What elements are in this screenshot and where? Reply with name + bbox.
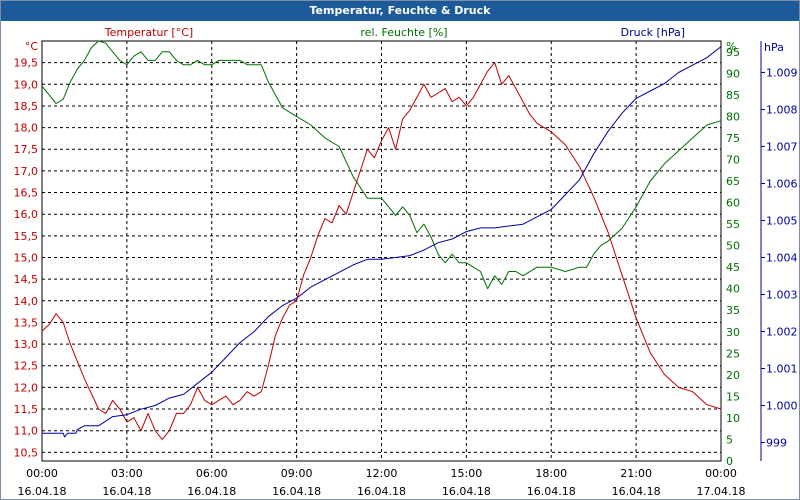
pressure-tick-label: 1.008: [766, 103, 798, 116]
humidity-series-line: [41, 40, 722, 290]
temperature-tick-label: 12,0: [14, 381, 39, 394]
humidity-tick-label: 40: [726, 283, 740, 296]
humidity-tick-label: 35: [726, 304, 740, 317]
x-tick-time: 03:00: [111, 467, 143, 480]
temperature-tick-label: 14,0: [14, 295, 39, 308]
temperature-tick-label: 15,0: [14, 251, 39, 264]
pressure-tick-label: 1.006: [766, 177, 798, 190]
humidity-tick-label: 85: [726, 89, 740, 102]
temperature-series-line: [41, 62, 722, 440]
temperature-tick-label: 17,0: [14, 165, 39, 178]
temperature-legend-label: Temperatur [°C]: [104, 26, 193, 39]
x-tick-time: 15:00: [451, 467, 483, 480]
pressure-tick-label: 1.001: [766, 362, 798, 375]
temperature-unit: °C: [25, 40, 39, 53]
temperature-tick-label: 10,5: [14, 446, 39, 459]
temperature-tick-label: 13,5: [14, 316, 39, 329]
pressure-unit: hPa: [764, 41, 784, 54]
humidity-tick-label: 95: [726, 46, 740, 59]
temperature-tick-label: 14,5: [14, 273, 39, 286]
temperature-tick-label: 19,0: [14, 78, 39, 91]
humidity-tick-label: 20: [726, 369, 740, 382]
temperature-tick-label: 17,5: [14, 143, 39, 156]
humidity-tick-label: 50: [726, 240, 740, 253]
x-tick-date: 16.04.18: [272, 485, 321, 498]
x-tick-time: 06:00: [196, 467, 228, 480]
temperature-tick-label: 16,0: [14, 208, 39, 221]
pressure-tick-label: 1.000: [766, 399, 798, 412]
x-tick-time: 21:00: [620, 467, 652, 480]
x-tick-time: 00:00: [26, 467, 58, 480]
chart-svg: 00:00 16.04.18 03:00 16.04.18 06:00 16.04.18 0…: [14, 26, 798, 498]
temperature-tick-label: 11,5: [14, 403, 39, 416]
temperature-tick-label: 12,5: [14, 360, 39, 373]
humidity-tick-label: 55: [726, 218, 740, 231]
x-tick-date: 17.04.18: [697, 485, 746, 498]
x-tick-time: 18:00: [535, 467, 567, 480]
temperature-tick-label: 18,0: [14, 122, 39, 135]
window-title: Temperatur, Feuchte & Druck: [1, 1, 799, 21]
humidity-tick-label: 65: [726, 175, 740, 188]
pressure-tick-label: 999: [766, 436, 787, 449]
pressure-tick-label: 1.005: [766, 214, 798, 227]
humidity-tick-label: 45: [726, 261, 740, 274]
x-tick-date: 16.04.18: [187, 485, 236, 498]
humidity-tick-label: 80: [726, 110, 740, 123]
temperature-tick-label: 16,5: [14, 187, 39, 200]
pressure-tick-label: 1.007: [766, 140, 798, 153]
x-tick-date: 16.04.18: [527, 485, 576, 498]
x-tick-time: 00:00: [705, 467, 737, 480]
x-tick-date: 16.04.18: [18, 485, 67, 498]
x-tick-date: 16.04.18: [102, 485, 151, 498]
temperature-tick-label: 11,0: [14, 425, 39, 438]
temperature-tick-label: 18,5: [14, 100, 39, 113]
x-tick-date: 16.04.18: [357, 485, 406, 498]
x-tick-time: 09:00: [281, 467, 313, 480]
humidity-tick-label: 90: [726, 67, 740, 80]
x-tick-date: 16.04.18: [442, 485, 491, 498]
humidity-tick-label: 70: [726, 153, 740, 166]
pressure-tick-label: 1.002: [766, 325, 798, 338]
humidity-tick-label: 25: [726, 347, 740, 360]
pressure-legend-label: Druck [hPa]: [621, 26, 685, 39]
x-tick-time: 12:00: [366, 467, 398, 480]
humidity-tick-label: 10: [726, 412, 740, 425]
humidity-tick-label: 5: [726, 433, 733, 446]
humidity-unit: %: [726, 40, 736, 53]
humidity-tick-label: 30: [726, 326, 740, 339]
humidity-legend-label: rel. Feuchte [%]: [360, 26, 447, 39]
humidity-tick-label: 0: [726, 455, 733, 468]
pressure-tick-label: 1.009: [766, 66, 798, 79]
humidity-tick-label: 60: [726, 197, 740, 210]
temperature-tick-label: 15,5: [14, 230, 39, 243]
pressure-series-line: [42, 46, 722, 438]
humidity-tick-label: 75: [726, 132, 740, 145]
pressure-tick-label: 1.004: [766, 251, 798, 264]
x-tick-date: 16.04.18: [612, 485, 661, 498]
temperature-tick-label: 19,5: [14, 57, 39, 70]
pressure-tick-label: 1.003: [766, 288, 798, 301]
temperature-tick-label: 13,0: [14, 338, 39, 351]
humidity-tick-label: 15: [726, 390, 740, 403]
